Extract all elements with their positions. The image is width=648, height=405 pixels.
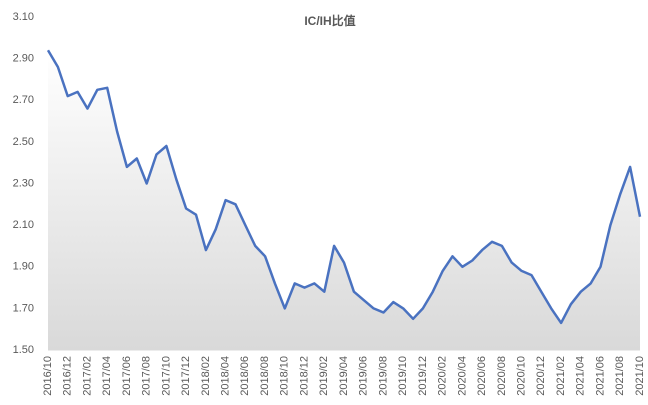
y-tick-label: 1.70 bbox=[13, 302, 34, 314]
x-tick-label: 2020/06 bbox=[476, 356, 488, 396]
y-tick-label: 1.50 bbox=[13, 344, 34, 356]
x-tick-label: 2020/04 bbox=[456, 356, 468, 396]
y-tick-label: 3.10 bbox=[13, 11, 34, 23]
x-tick-label: 2020/02 bbox=[437, 356, 449, 396]
x-tick-label: 2020/12 bbox=[535, 356, 547, 396]
x-tick-label: 2019/06 bbox=[358, 356, 370, 396]
x-tick-label: 2021/02 bbox=[555, 356, 567, 396]
y-tick-label: 1.90 bbox=[13, 261, 34, 273]
x-tick-label: 2017/06 bbox=[121, 356, 133, 396]
chart-title: IC/IH比值 bbox=[304, 13, 355, 28]
x-tick-label: 2017/04 bbox=[101, 356, 113, 396]
x-tick-label: 2017/02 bbox=[81, 356, 93, 396]
x-tick-label: 2017/08 bbox=[141, 356, 153, 396]
area bbox=[48, 50, 640, 351]
x-tick-label: 2016/12 bbox=[62, 356, 74, 396]
x-tick-label: 2018/12 bbox=[298, 356, 310, 396]
x-tick-label: 2017/10 bbox=[160, 356, 172, 396]
y-tick-label: 2.50 bbox=[13, 136, 34, 148]
x-tick-label: 2018/10 bbox=[279, 356, 291, 396]
x-tick-label: 2019/10 bbox=[397, 356, 409, 396]
x-tick-label: 2019/02 bbox=[318, 356, 330, 396]
x-tick-label: 2019/12 bbox=[417, 356, 429, 396]
y-tick-label: 2.10 bbox=[13, 219, 34, 231]
x-tick-label: 2018/08 bbox=[259, 356, 271, 396]
x-tick-label: 2018/02 bbox=[200, 356, 212, 396]
x-tick-label: 2020/08 bbox=[496, 356, 508, 396]
x-tick-label: 2018/04 bbox=[220, 356, 232, 396]
x-tick-label: 2019/04 bbox=[338, 356, 350, 396]
line bbox=[46, 49, 642, 325]
x-tick-label: 2016/10 bbox=[42, 356, 54, 396]
y-tick-label: 2.30 bbox=[13, 177, 34, 189]
x-tick-label: 2021/10 bbox=[634, 356, 646, 396]
y-tick-label: 2.70 bbox=[13, 94, 34, 106]
x-tick-label: 2019/08 bbox=[377, 356, 389, 396]
x-tick-label: 2017/12 bbox=[180, 356, 192, 396]
x-tick-label: 2021/08 bbox=[614, 356, 626, 396]
x-tick-label: 2021/04 bbox=[575, 356, 587, 396]
y-tick-label: 2.90 bbox=[13, 53, 34, 65]
x-tick-label: 2020/10 bbox=[516, 356, 528, 396]
x-tick-label: 2021/06 bbox=[594, 356, 606, 396]
x-tick-label: 2018/06 bbox=[239, 356, 251, 396]
